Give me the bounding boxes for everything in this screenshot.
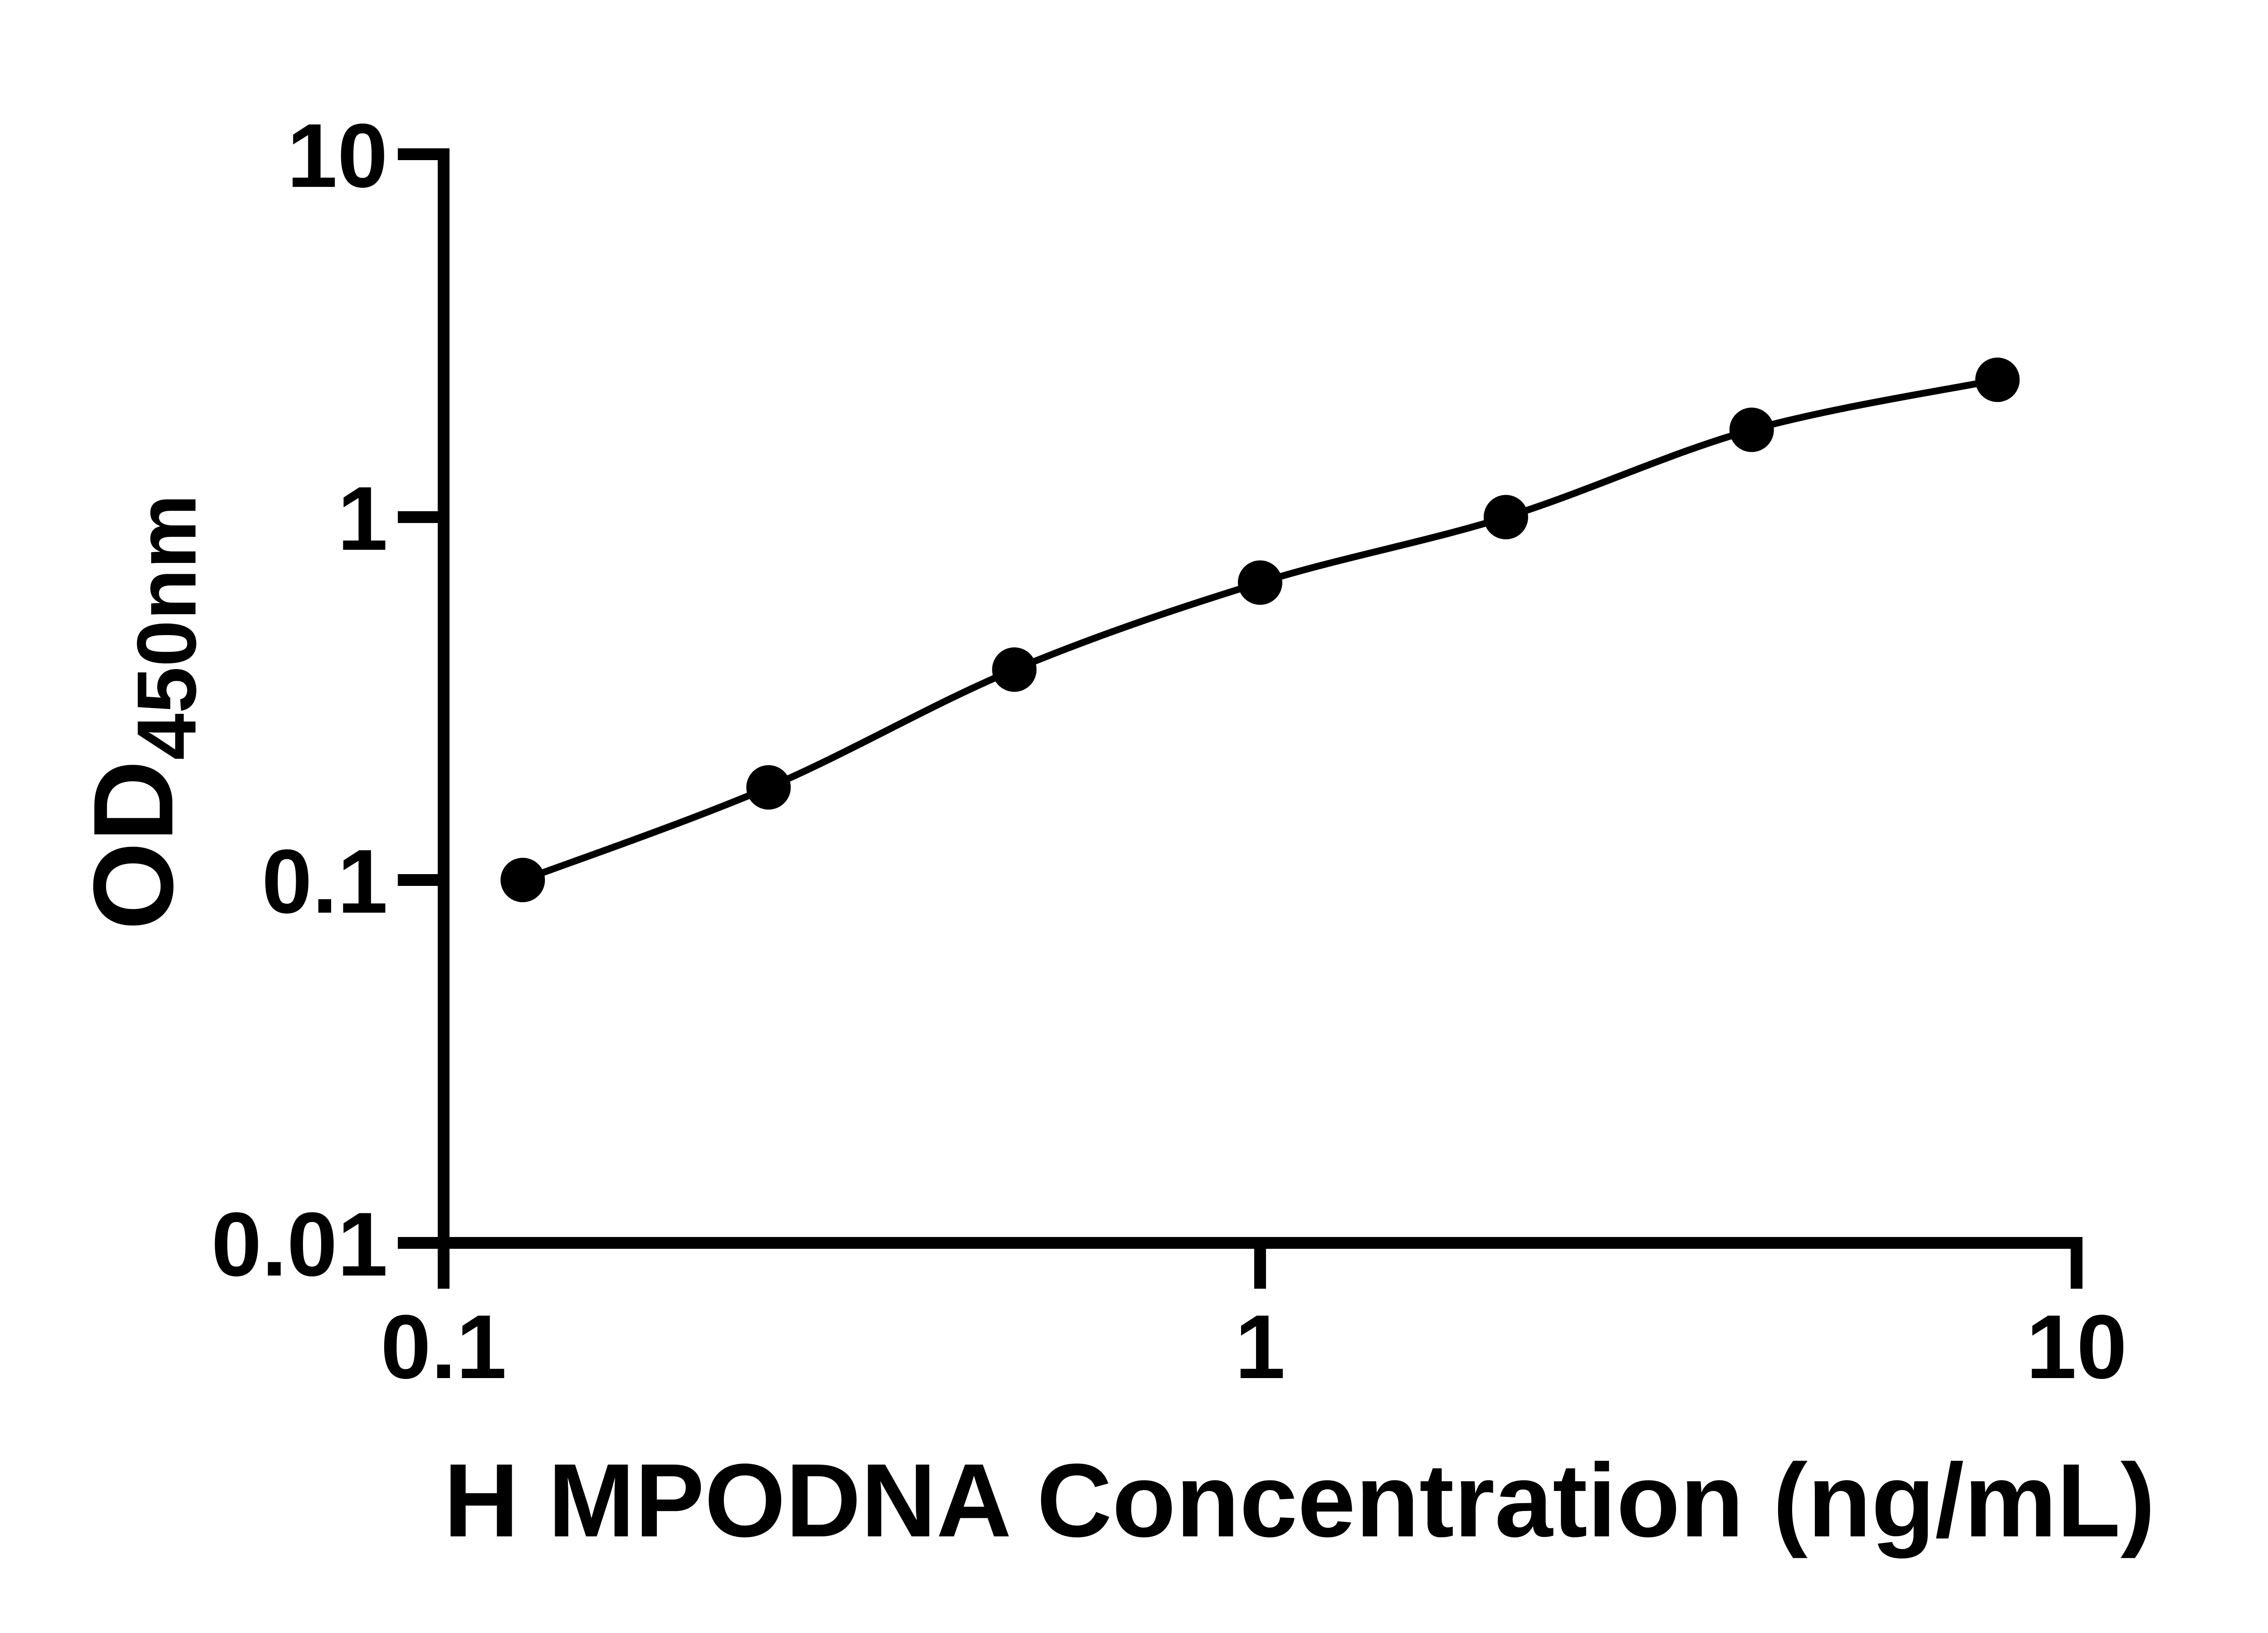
x-tick-label: 0.1 (381, 1296, 507, 1398)
data-point (1729, 407, 1774, 452)
data-point (746, 765, 791, 810)
data-point (1975, 357, 2020, 402)
data-point (1238, 560, 1282, 605)
data-point (500, 858, 545, 902)
x-axis-title: H MPODNA Concentration (ng/mL) (444, 1448, 2155, 1553)
y-axis-title-subscript: 450nm (120, 494, 214, 760)
x-tick-label: 1 (1235, 1296, 1285, 1398)
y-axis-title-main: OD (70, 760, 196, 930)
data-point (992, 647, 1037, 692)
y-axis-title: OD450nm (70, 494, 214, 930)
y-tick-label: 0.01 (211, 1194, 388, 1295)
y-tick-label: 0.1 (262, 831, 388, 932)
y-tick-label: 10 (287, 105, 388, 206)
data-point (1483, 495, 1528, 539)
x-axis-title-text: H MPODNA Concentration (ng/mL) (444, 1442, 2156, 1559)
x-tick-label: 10 (2026, 1296, 2127, 1398)
y-tick-label: 1 (337, 468, 388, 569)
fit-curve (521, 376, 1999, 884)
